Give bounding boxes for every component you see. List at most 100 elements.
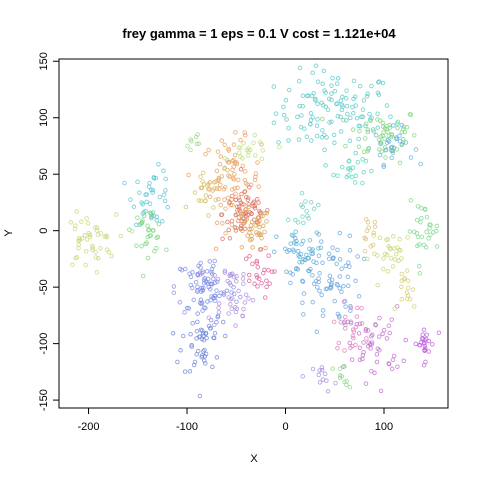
data-point bbox=[144, 240, 150, 245]
data-point bbox=[344, 111, 350, 117]
data-point bbox=[319, 292, 324, 298]
data-point bbox=[361, 170, 366, 175]
data-point bbox=[215, 149, 221, 154]
data-point bbox=[131, 204, 137, 209]
y-tick-label: 0 bbox=[38, 228, 50, 234]
data-point bbox=[250, 298, 256, 303]
x-tick-label: -200 bbox=[78, 421, 100, 433]
data-point bbox=[288, 241, 293, 246]
data-point bbox=[378, 141, 383, 146]
data-point bbox=[234, 299, 239, 304]
data-point bbox=[247, 253, 252, 259]
data-point bbox=[426, 236, 431, 241]
data-point bbox=[310, 247, 315, 252]
data-point bbox=[283, 98, 289, 103]
data-point bbox=[320, 313, 326, 318]
data-point bbox=[329, 91, 334, 96]
data-point bbox=[248, 147, 253, 153]
data-point bbox=[188, 331, 193, 337]
data-point bbox=[352, 94, 358, 99]
data-point bbox=[194, 328, 200, 334]
data-point bbox=[316, 372, 321, 378]
data-point bbox=[90, 245, 95, 251]
data-point bbox=[240, 228, 245, 233]
data-point bbox=[377, 347, 382, 353]
data-point bbox=[146, 228, 151, 233]
data-point bbox=[347, 264, 352, 269]
data-point bbox=[434, 244, 440, 249]
data-point bbox=[135, 179, 140, 185]
data-point bbox=[347, 384, 353, 390]
data-point bbox=[370, 332, 375, 338]
data-point bbox=[297, 259, 302, 265]
data-point bbox=[227, 236, 233, 241]
data-point bbox=[246, 202, 251, 207]
data-point bbox=[304, 134, 310, 140]
data-point bbox=[339, 266, 344, 271]
data-point bbox=[74, 209, 79, 214]
data-point bbox=[206, 147, 211, 153]
data-point bbox=[250, 261, 255, 267]
data-point bbox=[274, 234, 279, 239]
data-point bbox=[383, 148, 388, 153]
data-point bbox=[310, 273, 315, 278]
data-point bbox=[214, 220, 220, 226]
data-point bbox=[252, 177, 258, 183]
data-point bbox=[219, 212, 224, 218]
data-point bbox=[95, 232, 101, 237]
data-point bbox=[332, 88, 338, 94]
data-point bbox=[198, 297, 204, 303]
data-point bbox=[414, 231, 420, 236]
data-point bbox=[262, 295, 268, 300]
data-point bbox=[232, 186, 238, 191]
data-point bbox=[377, 152, 383, 158]
data-point bbox=[347, 233, 353, 239]
data-point bbox=[231, 142, 237, 147]
data-point bbox=[68, 220, 74, 225]
data-point bbox=[399, 271, 405, 277]
data-point bbox=[104, 235, 110, 240]
data-point bbox=[284, 269, 289, 275]
data-point bbox=[335, 311, 341, 317]
data-point bbox=[296, 78, 302, 84]
data-point bbox=[372, 219, 378, 225]
data-point bbox=[332, 140, 337, 146]
data-point bbox=[189, 342, 194, 348]
data-point bbox=[354, 115, 360, 121]
data-point bbox=[241, 281, 246, 286]
data-point bbox=[361, 98, 367, 103]
data-point bbox=[308, 111, 314, 116]
data-point bbox=[325, 389, 331, 394]
data-point bbox=[331, 255, 336, 260]
data-point bbox=[338, 129, 344, 134]
data-point bbox=[287, 87, 292, 93]
data-point bbox=[380, 120, 386, 126]
data-point bbox=[319, 365, 325, 370]
data-point bbox=[301, 220, 306, 226]
data-point bbox=[241, 271, 246, 277]
data-point bbox=[186, 172, 191, 178]
data-point bbox=[300, 93, 306, 98]
data-point bbox=[198, 185, 204, 191]
data-point bbox=[249, 219, 255, 225]
data-point bbox=[255, 215, 261, 220]
data-point bbox=[341, 299, 347, 305]
data-point bbox=[335, 76, 341, 81]
data-point bbox=[229, 187, 235, 192]
data-point bbox=[297, 65, 303, 71]
data-point bbox=[195, 132, 200, 137]
data-point bbox=[360, 356, 365, 362]
data-point bbox=[73, 255, 78, 261]
data-point bbox=[389, 145, 394, 150]
data-point bbox=[225, 278, 230, 284]
data-point bbox=[288, 270, 293, 276]
data-point bbox=[250, 245, 255, 250]
data-point bbox=[234, 225, 239, 231]
data-point bbox=[337, 366, 343, 372]
data-point bbox=[230, 296, 235, 301]
data-point bbox=[212, 186, 217, 191]
data-point bbox=[384, 103, 390, 108]
data-point bbox=[163, 188, 168, 193]
data-point bbox=[330, 75, 335, 81]
data-point bbox=[303, 199, 308, 204]
